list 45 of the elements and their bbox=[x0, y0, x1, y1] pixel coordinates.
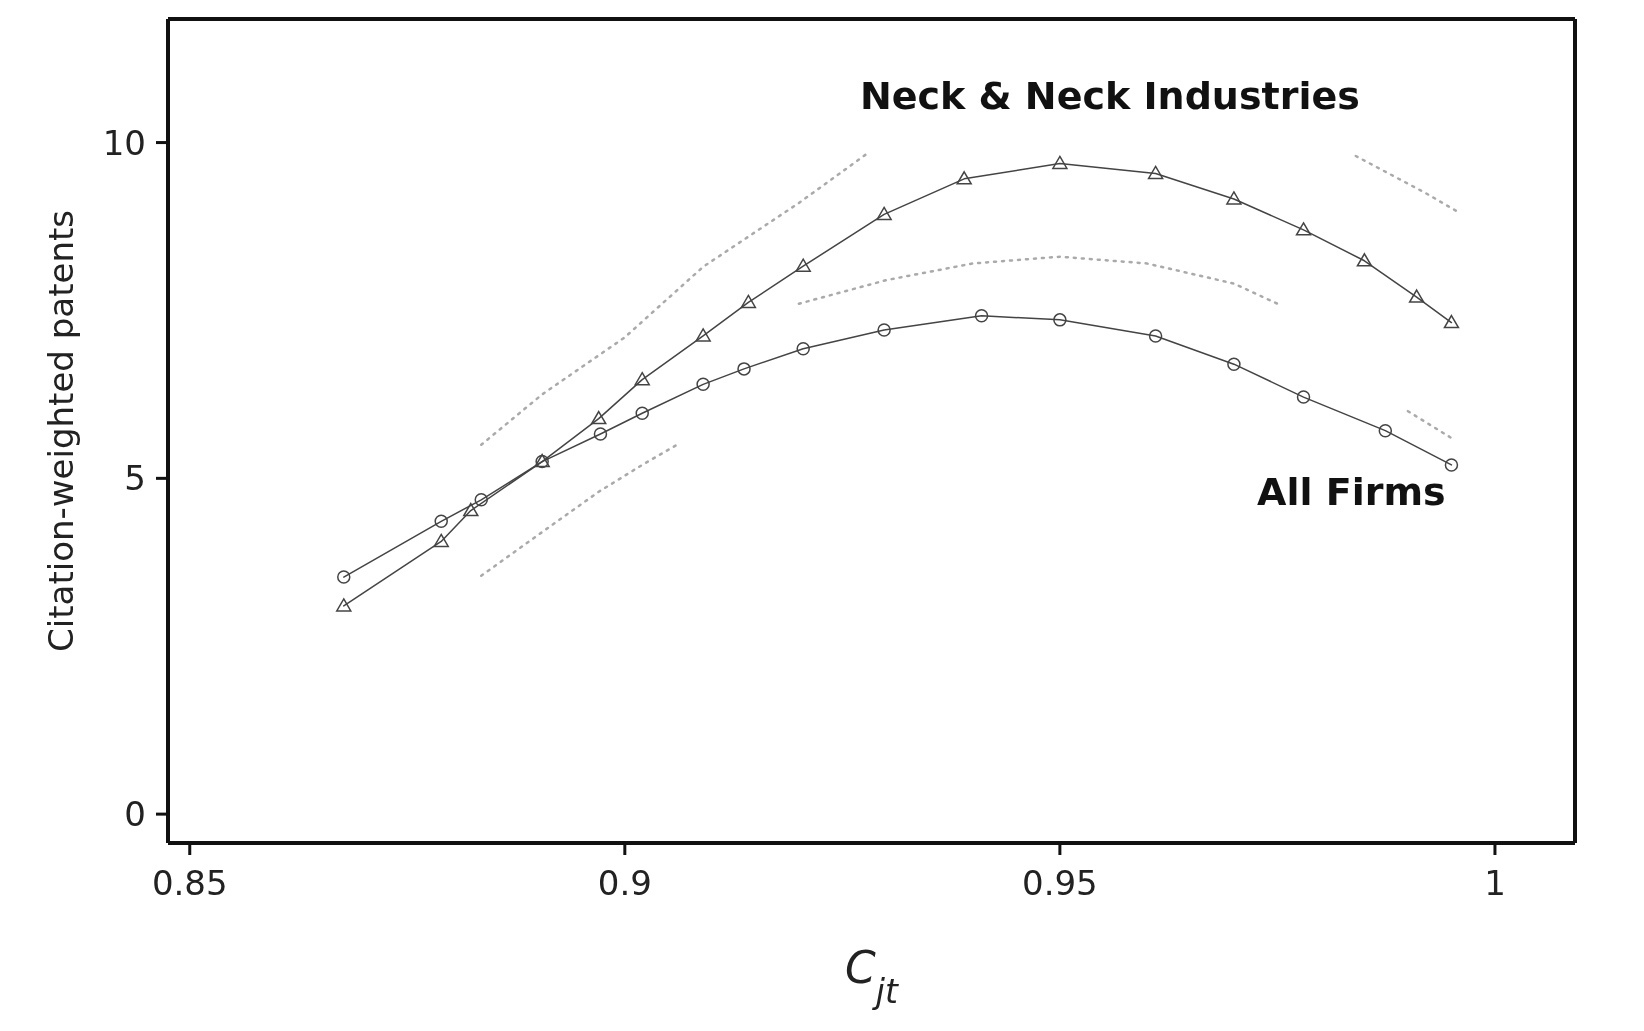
line-series bbox=[797, 255, 1279, 305]
point bbox=[1226, 191, 1242, 205]
point bbox=[1356, 253, 1373, 267]
point bbox=[1295, 222, 1312, 236]
point bbox=[1443, 314, 1460, 329]
point bbox=[740, 294, 757, 309]
point bbox=[1296, 390, 1311, 404]
x-tick-label: 1 bbox=[1484, 863, 1506, 904]
point bbox=[635, 406, 649, 420]
point bbox=[1147, 165, 1164, 180]
point bbox=[474, 493, 488, 507]
x-tick-label: 0.9 bbox=[597, 863, 652, 904]
point bbox=[956, 171, 972, 185]
x-tick-label: 0.85 bbox=[151, 863, 228, 904]
point bbox=[795, 258, 811, 272]
point bbox=[1408, 289, 1425, 303]
point bbox=[634, 371, 650, 386]
point bbox=[337, 570, 351, 584]
point bbox=[593, 427, 608, 441]
point bbox=[433, 533, 449, 548]
series-label: All Firms bbox=[1257, 470, 1446, 515]
point bbox=[1227, 357, 1241, 371]
point bbox=[737, 362, 751, 376]
point bbox=[796, 341, 810, 356]
point bbox=[696, 377, 710, 392]
point bbox=[434, 514, 448, 529]
x-axis-title: C$_{jt}$ bbox=[845, 942, 899, 1011]
point bbox=[1378, 423, 1393, 438]
point bbox=[1148, 329, 1163, 343]
point bbox=[695, 328, 711, 342]
point bbox=[590, 410, 607, 425]
point bbox=[1053, 313, 1067, 327]
y-axis-title: Citation-weighted patents bbox=[40, 210, 81, 652]
point bbox=[463, 502, 479, 517]
point bbox=[1444, 458, 1459, 472]
y-tick-label: 0 bbox=[124, 794, 146, 835]
y-tick-label: 5 bbox=[124, 458, 146, 499]
point bbox=[336, 598, 352, 612]
series-label: Neck & Neck Industries bbox=[859, 73, 1360, 118]
point bbox=[876, 206, 892, 221]
x-tick-label: 0.95 bbox=[1022, 863, 1098, 904]
y-tick-label: 10 bbox=[102, 122, 146, 163]
point bbox=[877, 323, 891, 337]
point bbox=[1052, 155, 1068, 170]
point bbox=[974, 309, 989, 323]
